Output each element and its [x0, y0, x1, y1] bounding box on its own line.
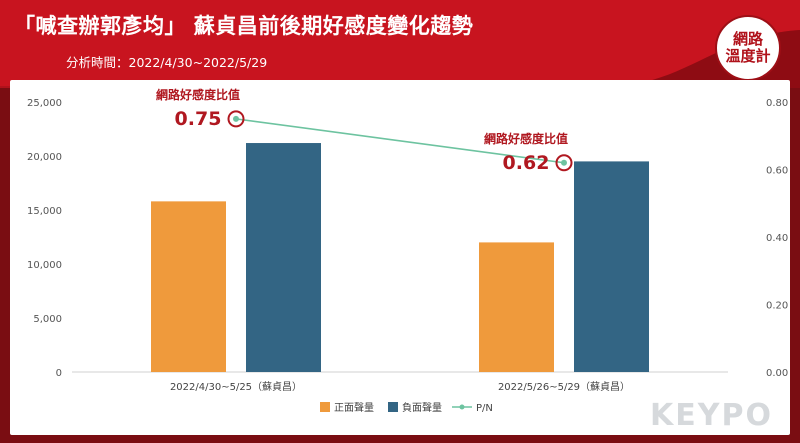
bar-positive: [479, 242, 554, 372]
keypo-watermark: KEYPO: [650, 398, 773, 433]
page-title: 「喊查辦郭彥均」 蘇貞昌前後期好感度變化趨勢: [14, 14, 474, 38]
annotation-value: 0.75: [175, 108, 222, 130]
analysis-period: 分析時間：2022/4/30~2022/5/29: [66, 55, 268, 70]
brand-logo: 網路 溫度計: [717, 17, 779, 79]
bar-positive: [151, 201, 226, 372]
bar-negative: [574, 161, 649, 372]
annotation-label: 網路好感度比值: [484, 131, 568, 146]
y-right-tick-label: 0.00: [766, 368, 788, 379]
x-category-label: 2022/4/30~5/25（蘇貞昌）: [170, 380, 302, 393]
legend-swatch: [388, 402, 398, 412]
legend-label: P/N: [476, 403, 493, 414]
legend-label: 負面聲量: [402, 401, 442, 414]
pn-point: [561, 159, 567, 166]
x-category-label: 2022/5/26~5/29（蘇貞昌）: [498, 380, 630, 393]
y-left-tick-label: 5,000: [33, 314, 62, 325]
header-banner: 「喊查辦郭彥均」 蘇貞昌前後期好感度變化趨勢 分析時間：2022/4/30~20…: [0, 0, 800, 88]
chart-panel: 0 5,000 10,000 15,000 20,000 25,000 0.00 0.20 0.…: [10, 80, 790, 435]
annotation-value: 0.62: [503, 152, 550, 174]
y-left-tick-label: 10,000: [27, 260, 62, 271]
logo-line-1: 網路: [732, 30, 763, 48]
logo-line-2: 溫度計: [725, 47, 771, 65]
y-right-tick-label: 0.80: [766, 98, 788, 109]
pn-highlight-ring: [555, 154, 573, 172]
legend-label: 正面聲量: [334, 401, 374, 414]
pn-line: [235, 118, 565, 164]
legend-swatch-point: [459, 404, 465, 410]
combo-chart: 0 5,000 10,000 15,000 20,000 25,000 0.00 0.20 0.…: [27, 87, 788, 414]
y-left-tick-label: 25,000: [27, 98, 62, 109]
annotation-label: 網路好感度比值: [156, 87, 240, 102]
y-right-tick-label: 0.20: [766, 301, 788, 312]
bar-negative: [246, 143, 321, 372]
y-left-tick-label: 0: [56, 368, 62, 379]
pn-point: [233, 115, 239, 122]
y-left-tick-label: 20,000: [27, 152, 62, 163]
y-left-tick-label: 15,000: [27, 206, 62, 217]
legend-swatch: [320, 402, 330, 412]
pn-highlight-ring: [227, 110, 245, 128]
y-right-tick-label: 0.60: [766, 166, 788, 177]
y-right-tick-label: 0.40: [766, 233, 788, 244]
